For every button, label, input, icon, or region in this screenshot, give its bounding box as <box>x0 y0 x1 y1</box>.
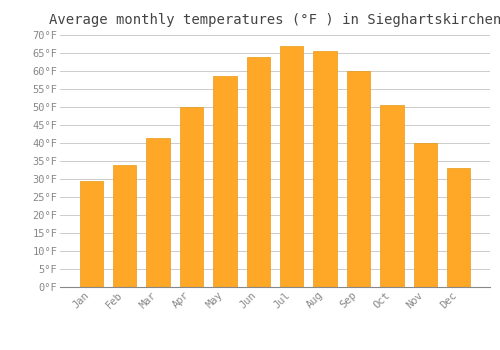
Bar <box>347 71 370 287</box>
Bar <box>246 57 270 287</box>
Bar <box>213 76 236 287</box>
Title: Average monthly temperatures (°F ) in Sieghartskirchen: Average monthly temperatures (°F ) in Si… <box>49 13 500 27</box>
Bar <box>113 165 136 287</box>
Bar <box>280 46 303 287</box>
Bar <box>447 168 470 287</box>
Bar <box>146 138 170 287</box>
Bar <box>180 107 203 287</box>
Bar <box>314 51 337 287</box>
Bar <box>414 143 437 287</box>
Bar <box>380 105 404 287</box>
Bar <box>80 181 103 287</box>
